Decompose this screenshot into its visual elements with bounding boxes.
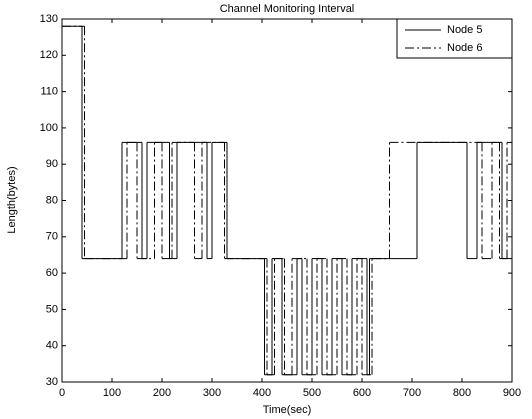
- y-tick-label: 40: [46, 340, 58, 352]
- y-tick-label: 110: [40, 86, 58, 98]
- x-tick-label: 100: [103, 387, 121, 399]
- chart-title: Channel Monitoring Interval: [220, 3, 355, 15]
- y-tick-label: 50: [46, 303, 58, 315]
- y-tick-label: 70: [46, 231, 58, 243]
- x-tick-label: 600: [353, 387, 371, 399]
- x-tick-label: 900: [503, 387, 521, 399]
- x-tick-label: 700: [403, 387, 421, 399]
- y-tick-label: 30: [46, 376, 58, 388]
- x-tick-label: 0: [59, 387, 65, 399]
- x-axis-label: Time(sec): [263, 404, 311, 416]
- x-tick-label: 200: [153, 387, 171, 399]
- plot-frame: [61, 18, 513, 383]
- x-tick-label: 300: [203, 387, 221, 399]
- y-tick-label: 80: [46, 194, 58, 206]
- y-tick-label: 130: [40, 13, 58, 25]
- x-tick-label: 800: [453, 387, 471, 399]
- y-axis-label: Length(bytes): [6, 166, 18, 233]
- y-tick-label: 90: [46, 158, 58, 170]
- y-tick-label: 60: [46, 267, 58, 279]
- legend-label: Node 6: [447, 42, 482, 54]
- legend-label: Node 5: [447, 24, 482, 36]
- y-tick-label: 120: [40, 49, 58, 61]
- legend-box: [396, 18, 513, 59]
- y-tick-label: 100: [40, 122, 58, 134]
- x-tick-label: 400: [253, 387, 271, 399]
- x-tick-label: 500: [303, 387, 321, 399]
